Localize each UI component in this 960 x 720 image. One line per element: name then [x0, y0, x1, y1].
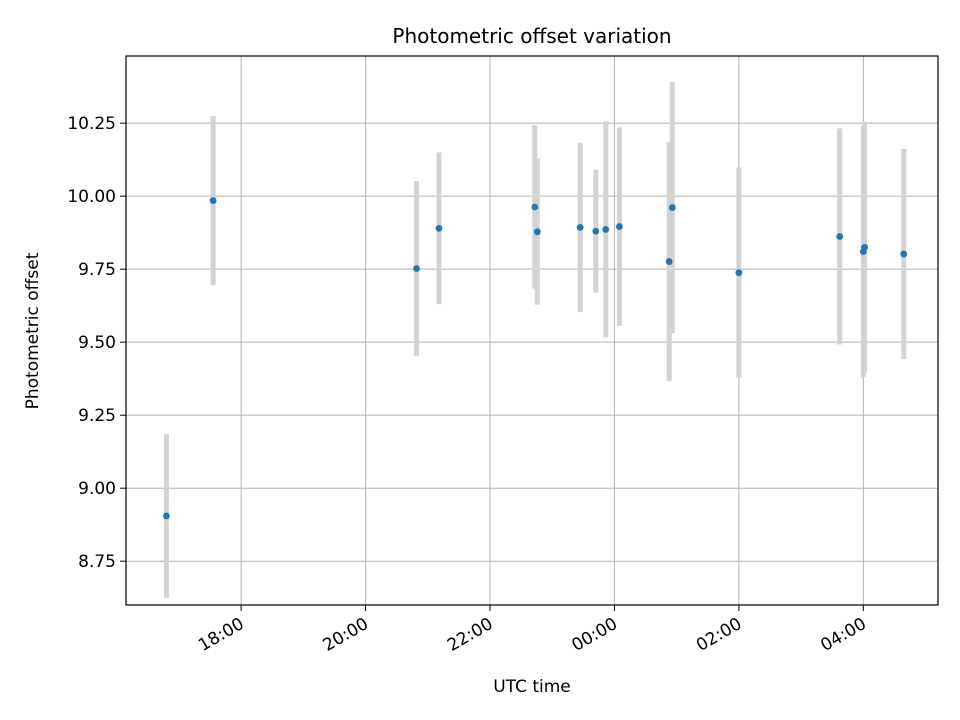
grid-layer: [126, 56, 938, 605]
x-tick-label: 04:00: [817, 614, 869, 656]
x-tick-label: 18:00: [195, 614, 247, 656]
data-point: [413, 265, 420, 272]
data-point: [602, 226, 610, 233]
data-point: [163, 512, 170, 520]
y-tick-label: 10.25: [67, 114, 116, 134]
y-tick-label: 9.00: [78, 479, 116, 499]
data-point: [533, 228, 541, 236]
errorbar-layer: [163, 81, 907, 598]
x-tick-label: 00:00: [569, 614, 621, 656]
data-point: [576, 224, 584, 231]
data-point: [592, 227, 600, 235]
data-point: [665, 258, 673, 265]
data-point: [735, 269, 743, 277]
data-point: [616, 223, 623, 230]
data-point: [836, 233, 844, 240]
chart-title: Photometric offset variation: [392, 24, 671, 48]
x-tick-label: 22:00: [444, 614, 496, 656]
tick-layer: 18:00 20:00 22:00 00:00 02:00 04:00 8.75 9.00 9.…: [67, 114, 870, 656]
plot-frame: [125, 55, 939, 606]
x-axis-label: UTC time: [493, 677, 571, 697]
data-point: [668, 204, 676, 211]
point-layer: [163, 197, 908, 520]
x-tick-label: 20:00: [320, 614, 372, 656]
data-point: [531, 203, 539, 211]
x-tick-label: 02:00: [693, 614, 745, 656]
y-axis-label: Photometric offset: [23, 252, 43, 409]
y-tick-label: 9.75: [78, 260, 116, 280]
y-tick-label: 9.25: [78, 406, 116, 426]
data-point: [861, 243, 868, 251]
data-point: [900, 250, 908, 258]
data-point: [209, 197, 217, 204]
data-point: [435, 224, 443, 232]
y-tick-label: 9.50: [78, 333, 116, 353]
y-tick-label: 10.00: [67, 187, 116, 207]
y-tick-label: 8.75: [78, 552, 116, 572]
